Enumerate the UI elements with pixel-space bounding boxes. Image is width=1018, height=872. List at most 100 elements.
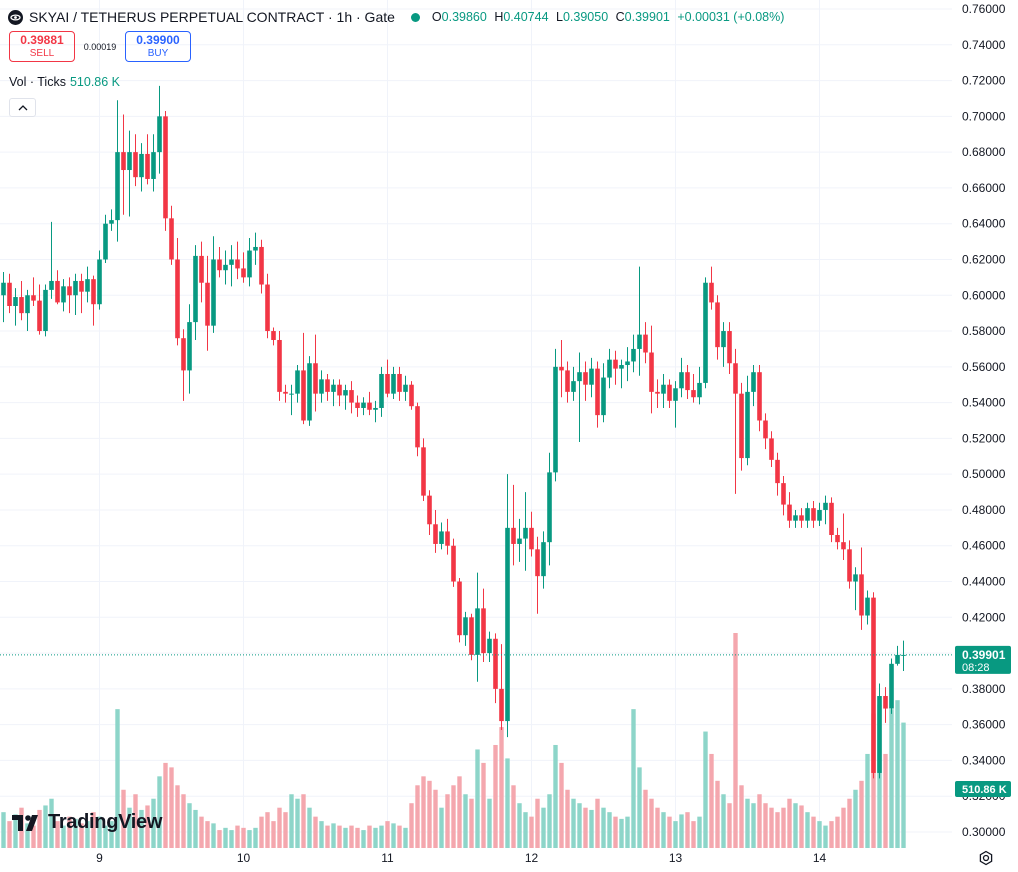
candle-body (73, 280, 78, 296)
candle-body (505, 527, 510, 722)
settings-button[interactable] (977, 849, 995, 867)
candle-body (733, 363, 738, 394)
volume-bar (865, 753, 870, 848)
symbol-title[interactable]: SKYAI / TETHERUS PERPETUAL CONTRACT · 1h… (29, 9, 395, 25)
volume-bar (859, 780, 864, 848)
candle-body (697, 382, 702, 398)
candle-body (655, 391, 660, 394)
volume-bar (199, 816, 204, 848)
volume-bar (313, 816, 318, 848)
tradingview-brand[interactable]: TradingView (12, 811, 162, 834)
candle-body (805, 508, 810, 521)
market-status-dot[interactable] (410, 12, 420, 22)
volume-bar (223, 827, 228, 848)
volume-bar (43, 805, 48, 848)
candle-body (241, 268, 246, 278)
candle-body (145, 153, 150, 179)
volume-bar (535, 798, 540, 848)
volume-bar (271, 821, 276, 848)
candle-body (553, 366, 558, 473)
candle-body (217, 259, 222, 271)
volume-bar (151, 798, 156, 848)
volume-bar (871, 713, 876, 848)
volume-bar (541, 807, 546, 848)
candle-body (391, 373, 396, 394)
volume-bar (361, 830, 366, 848)
low-value: 0.39050 (562, 10, 609, 24)
volume-bar (685, 812, 690, 848)
candle-body (385, 373, 390, 394)
candle-body (211, 259, 216, 326)
time-tick-label: 11 (381, 851, 394, 865)
volume-bar (325, 825, 330, 848)
candle-body (823, 502, 828, 510)
open-value: 0.39860 (441, 10, 487, 24)
candle-body (619, 365, 624, 369)
price-tick-label: 0.30000 (962, 825, 1006, 839)
volume-bar (13, 814, 18, 848)
candle-body (559, 366, 564, 371)
volume-bar (577, 803, 582, 848)
candle-body (157, 116, 162, 153)
candle-body (529, 527, 534, 550)
volume-bar (481, 762, 486, 848)
volume-bar (709, 753, 714, 848)
price-tick-label: 0.36000 (962, 718, 1006, 732)
candle-body (577, 372, 582, 382)
price-tick-label: 0.52000 (962, 431, 1006, 445)
candle-body (319, 379, 324, 394)
volume-bar (247, 830, 252, 848)
buy-button[interactable]: 0.39900 BUY (125, 31, 191, 62)
candle-body (103, 223, 108, 260)
volume-bar (889, 709, 894, 848)
candle-body (667, 384, 672, 401)
volume-bar (895, 700, 900, 848)
candle-body (841, 542, 846, 550)
symbol-legend: SKYAI / TETHERUS PERPETUAL CONTRACT · 1h… (8, 6, 788, 28)
collapse-indicators-button[interactable] (9, 98, 36, 117)
candle-body (769, 438, 774, 460)
volume-bar (829, 821, 834, 848)
candle-body (109, 220, 114, 224)
candle-body (85, 279, 90, 292)
candle-body (61, 286, 66, 303)
volume-bar (649, 798, 654, 848)
candle-body (847, 549, 852, 582)
sell-button[interactable]: 0.39881 SELL (9, 31, 75, 62)
sell-label: SELL (29, 47, 55, 59)
volume-bar (619, 818, 624, 848)
volume-bar (79, 823, 84, 848)
volume-bar (265, 812, 270, 848)
last-price-label: 0.39901 (962, 648, 1006, 662)
volume-bar (781, 807, 786, 848)
price-tick-label: 0.72000 (962, 74, 1006, 88)
volume-bar (61, 825, 66, 848)
volume-bar (775, 812, 780, 848)
candle-body (499, 688, 504, 722)
candle-body (439, 531, 444, 544)
candle-body (643, 334, 648, 353)
candle-body (343, 390, 348, 396)
volume-bar (7, 821, 12, 848)
time-tick-label: 12 (525, 851, 539, 865)
candle-body (181, 338, 186, 371)
candle-body (403, 384, 408, 392)
candle-body (247, 250, 252, 278)
candle-body (685, 372, 690, 391)
volume-bar (805, 812, 810, 848)
candle-body (775, 459, 780, 484)
volume-bar (727, 803, 732, 848)
candle-body (133, 152, 138, 178)
candle-body (313, 363, 318, 394)
chevron-up-icon (18, 104, 27, 110)
volume-bar (85, 821, 90, 848)
volume-bar (679, 814, 684, 848)
price-tick-label: 0.54000 (962, 396, 1006, 410)
candle-body (355, 402, 360, 408)
volume-legend[interactable]: Vol · Ticks 510.86 K (9, 75, 120, 89)
volume-bar (529, 816, 534, 848)
candle-body (91, 279, 96, 305)
candle-body (1, 282, 6, 296)
volume-bar (553, 744, 558, 848)
